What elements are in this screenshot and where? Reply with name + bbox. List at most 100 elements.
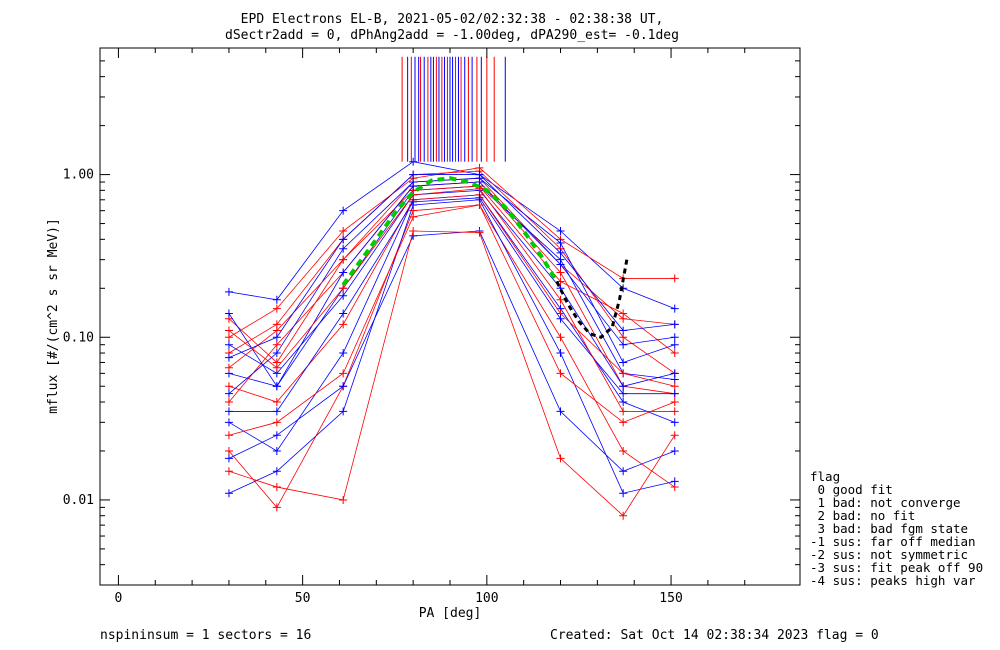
data-point-marker <box>475 228 484 237</box>
legend-item-0: 0 good fit <box>810 482 893 497</box>
data-point-marker <box>475 201 484 210</box>
legend-item-3: 3 bad: bad fgm state <box>810 521 968 536</box>
data-point-marker <box>556 227 565 236</box>
data-point-marker <box>670 397 679 406</box>
data-point-marker <box>409 157 418 166</box>
data-point-marker <box>670 407 679 416</box>
data-point-marker <box>409 170 418 179</box>
data-point-marker <box>272 446 281 455</box>
data-point-marker <box>409 212 418 221</box>
data-point-marker <box>556 238 565 247</box>
series-line <box>228 161 675 309</box>
series-line <box>228 204 675 509</box>
data-point-marker <box>670 382 679 391</box>
data-point-marker <box>556 295 565 304</box>
data-point-marker <box>224 489 233 498</box>
data-point-marker <box>670 333 679 342</box>
data-point-marker <box>272 397 281 406</box>
data-point-marker <box>339 235 348 244</box>
legend-item-4: -1 sus: far off median <box>810 534 976 549</box>
data-point-marker <box>339 320 348 329</box>
data-point-marker <box>224 407 233 416</box>
series-line <box>228 170 675 374</box>
data-point-marker <box>670 304 679 313</box>
data-point-marker <box>619 511 628 520</box>
footer-left-text: nspininsum = 1 sectors = 16 <box>100 628 311 643</box>
series-line <box>228 230 675 472</box>
data-point-marker <box>619 340 628 349</box>
data-point-marker <box>224 389 233 398</box>
data-point-marker <box>619 382 628 391</box>
data-point-marker <box>272 483 281 492</box>
flag-legend: flag 0 good fit 1 bad: not converge 2 ba… <box>810 469 983 588</box>
data-point-marker <box>556 333 565 342</box>
chart-title-line2: dSectr2add = 0, dPhAng2add = -1.00deg, d… <box>225 28 679 43</box>
legend-item-5: -2 sus: not symmetric <box>810 547 968 562</box>
data-point-marker <box>556 248 565 257</box>
data-point-marker <box>670 349 679 358</box>
chart-title-line1: EPD Electrons EL-B, 2021-05-02/02:32:38 … <box>241 12 664 27</box>
data-point-marker <box>409 227 418 236</box>
series-line <box>228 188 675 412</box>
data-point-marker <box>339 268 348 277</box>
data-point-marker <box>670 418 679 427</box>
data-point-marker <box>475 163 484 172</box>
data-point-marker <box>339 407 348 416</box>
data-point-marker <box>339 227 348 236</box>
data-point-marker <box>475 170 484 179</box>
data-point-marker <box>556 407 565 416</box>
data-point-marker <box>670 446 679 455</box>
data-point-marker <box>272 418 281 427</box>
legend-item-2: 2 bad: no fit <box>810 508 915 523</box>
data-point-marker <box>619 407 628 416</box>
data-point-marker <box>619 418 628 427</box>
series-line <box>228 181 675 403</box>
data-point-marker <box>556 349 565 358</box>
data-point-marker <box>619 446 628 455</box>
series-line <box>228 185 675 369</box>
data-point-marker <box>339 244 348 253</box>
series-line <box>228 181 675 387</box>
data-point-marker <box>556 454 565 463</box>
data-point-marker <box>339 349 348 358</box>
x-tick-label: 150 <box>659 591 682 606</box>
series-line <box>228 167 675 338</box>
axes: 0 50 100 150 0.01 0.10 1.00 <box>63 47 800 606</box>
data-point-marker <box>224 431 233 440</box>
data-point-marker <box>409 197 418 206</box>
series-line <box>228 204 675 436</box>
series-line <box>228 230 676 517</box>
data-point-marker <box>339 382 348 391</box>
plot-data-layer <box>224 56 679 520</box>
data-point-marker <box>272 431 281 440</box>
data-point-marker <box>272 295 281 304</box>
series-line <box>228 174 675 358</box>
data-point-marker <box>619 397 628 406</box>
data-point-marker <box>619 309 628 318</box>
data-point-marker <box>670 477 679 486</box>
data-point-marker <box>670 320 679 329</box>
series-line <box>228 189 675 387</box>
data-point-marker <box>556 369 565 378</box>
data-point-marker <box>224 309 233 318</box>
x-tick-label: 100 <box>475 591 498 606</box>
y-tick-label: 1.00 <box>63 168 94 183</box>
data-point-marker <box>339 255 348 264</box>
legend-item-6: -3 sus: fit peak off 90 <box>810 560 983 575</box>
data-point-marker <box>619 489 628 498</box>
data-point-marker <box>272 363 281 372</box>
y-axis-label: mflux [#/(cm^2 s sr MeV)] <box>46 218 61 414</box>
data-point-marker <box>224 363 233 372</box>
data-point-marker <box>224 326 233 335</box>
data-point-marker <box>272 326 281 335</box>
data-point-marker <box>475 193 484 202</box>
x-tick-label: 0 <box>115 591 123 606</box>
series-line <box>228 197 675 412</box>
legend-item-7: -4 sus: peaks high var <box>810 573 976 588</box>
legend-item-1: 1 bad: not converge <box>810 495 961 510</box>
series-line <box>228 199 675 494</box>
data-point-marker <box>272 333 281 342</box>
y-tick-label: 0.10 <box>63 330 94 345</box>
data-point-marker <box>339 284 348 293</box>
series-line <box>228 177 675 364</box>
